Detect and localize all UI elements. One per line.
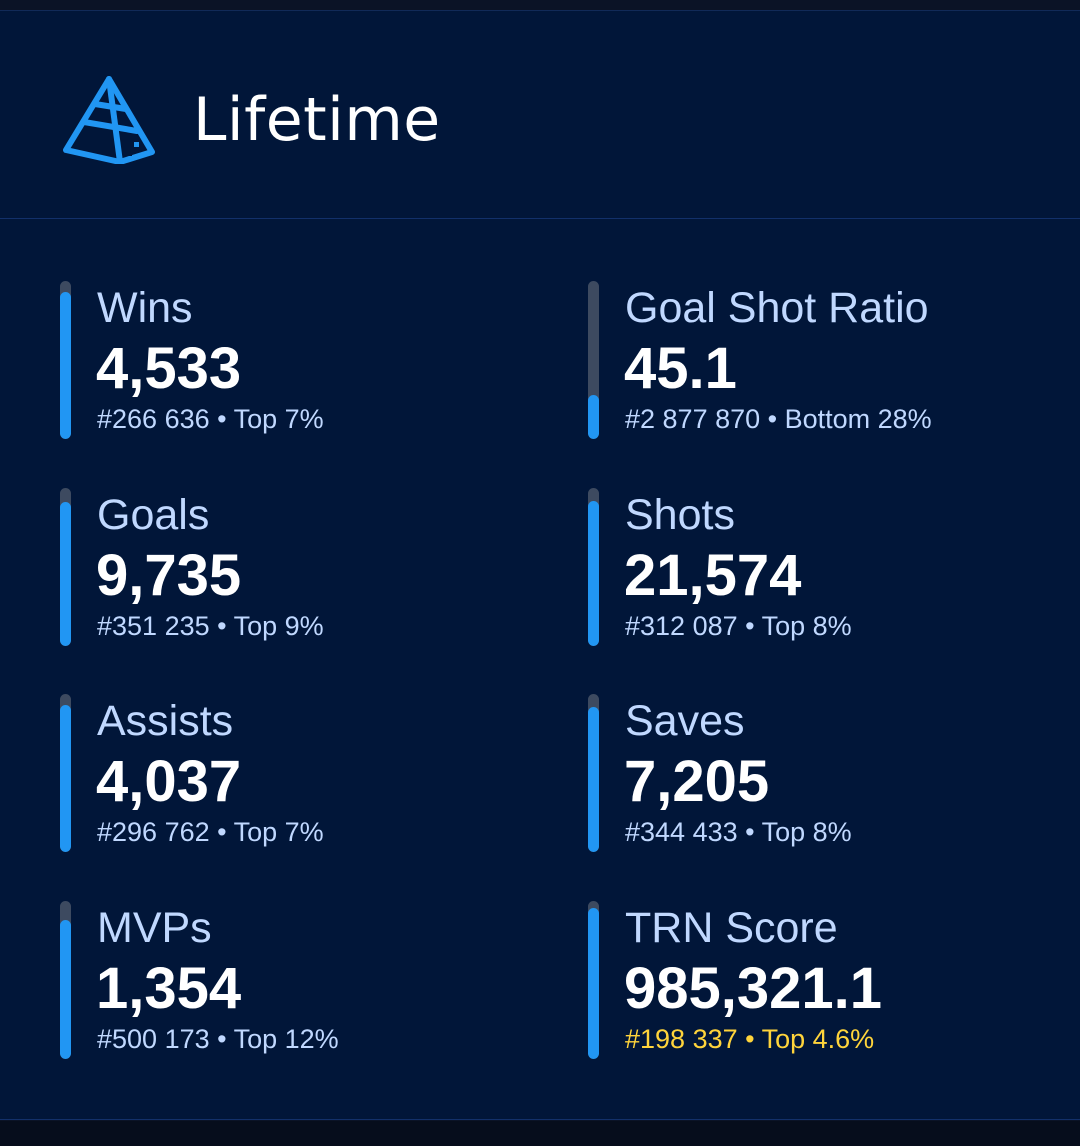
percentile-bar-fill xyxy=(588,908,599,1059)
percentile-bar-fill xyxy=(60,502,71,646)
stat-label: Wins xyxy=(97,284,193,332)
card-header: Lifetime xyxy=(0,11,1080,219)
stat-value: 4,533 xyxy=(96,336,242,401)
stat-label: Goal Shot Ratio xyxy=(625,284,929,332)
lifetime-stats-card: Lifetime Wins 4,533 #266 636 • Top 7% Go… xyxy=(0,10,1080,1120)
stat-label: Shots xyxy=(625,491,735,539)
stat-value: 21,574 xyxy=(624,543,802,608)
pyramid-logo-icon xyxy=(63,76,155,164)
stat-rank: #2 877 870 • Bottom 28% xyxy=(625,404,932,434)
percentile-bar-fill xyxy=(588,394,599,439)
percentile-bar xyxy=(588,901,599,1059)
stat-label: Saves xyxy=(625,697,745,745)
bottom-edge xyxy=(0,1121,1080,1146)
stat-label: MVPs xyxy=(97,904,212,952)
stat-rank: #500 173 • Top 12% xyxy=(97,1024,339,1054)
percentile-bar xyxy=(588,281,599,439)
stat-rank: #312 087 • Top 8% xyxy=(625,611,852,641)
percentile-bar xyxy=(60,901,71,1059)
stat-label: Assists xyxy=(97,697,234,745)
percentile-bar xyxy=(588,694,599,852)
stat-rank: #296 762 • Top 7% xyxy=(97,817,324,847)
percentile-bar-fill xyxy=(588,706,599,852)
stat-rank: #266 636 • Top 7% xyxy=(97,404,324,434)
percentile-bar xyxy=(60,488,71,646)
stat-value: 1,354 xyxy=(96,956,242,1021)
percentile-bar-fill xyxy=(60,919,71,1059)
percentile-bar-fill xyxy=(60,292,71,439)
stat-rank: #351 235 • Top 9% xyxy=(97,611,324,641)
stat-value: 9,735 xyxy=(96,543,242,608)
stat-value: 45.1 xyxy=(624,336,737,401)
percentile-bar xyxy=(588,488,599,646)
percentile-bar-fill xyxy=(60,705,71,852)
stat-value: 985,321.1 xyxy=(624,956,883,1021)
stat-value: 7,205 xyxy=(624,749,770,814)
stat-label: Goals xyxy=(97,491,210,539)
stat-value: 4,037 xyxy=(96,749,242,814)
stat-rank: #344 433 • Top 8% xyxy=(625,817,852,847)
page-title: Lifetime xyxy=(193,85,441,155)
percentile-bar xyxy=(60,281,71,439)
percentile-bar-fill xyxy=(588,500,599,646)
percentile-bar xyxy=(60,694,71,852)
stat-rank: #198 337 • Top 4.6% xyxy=(625,1024,875,1054)
stat-label: TRN Score xyxy=(625,904,838,952)
